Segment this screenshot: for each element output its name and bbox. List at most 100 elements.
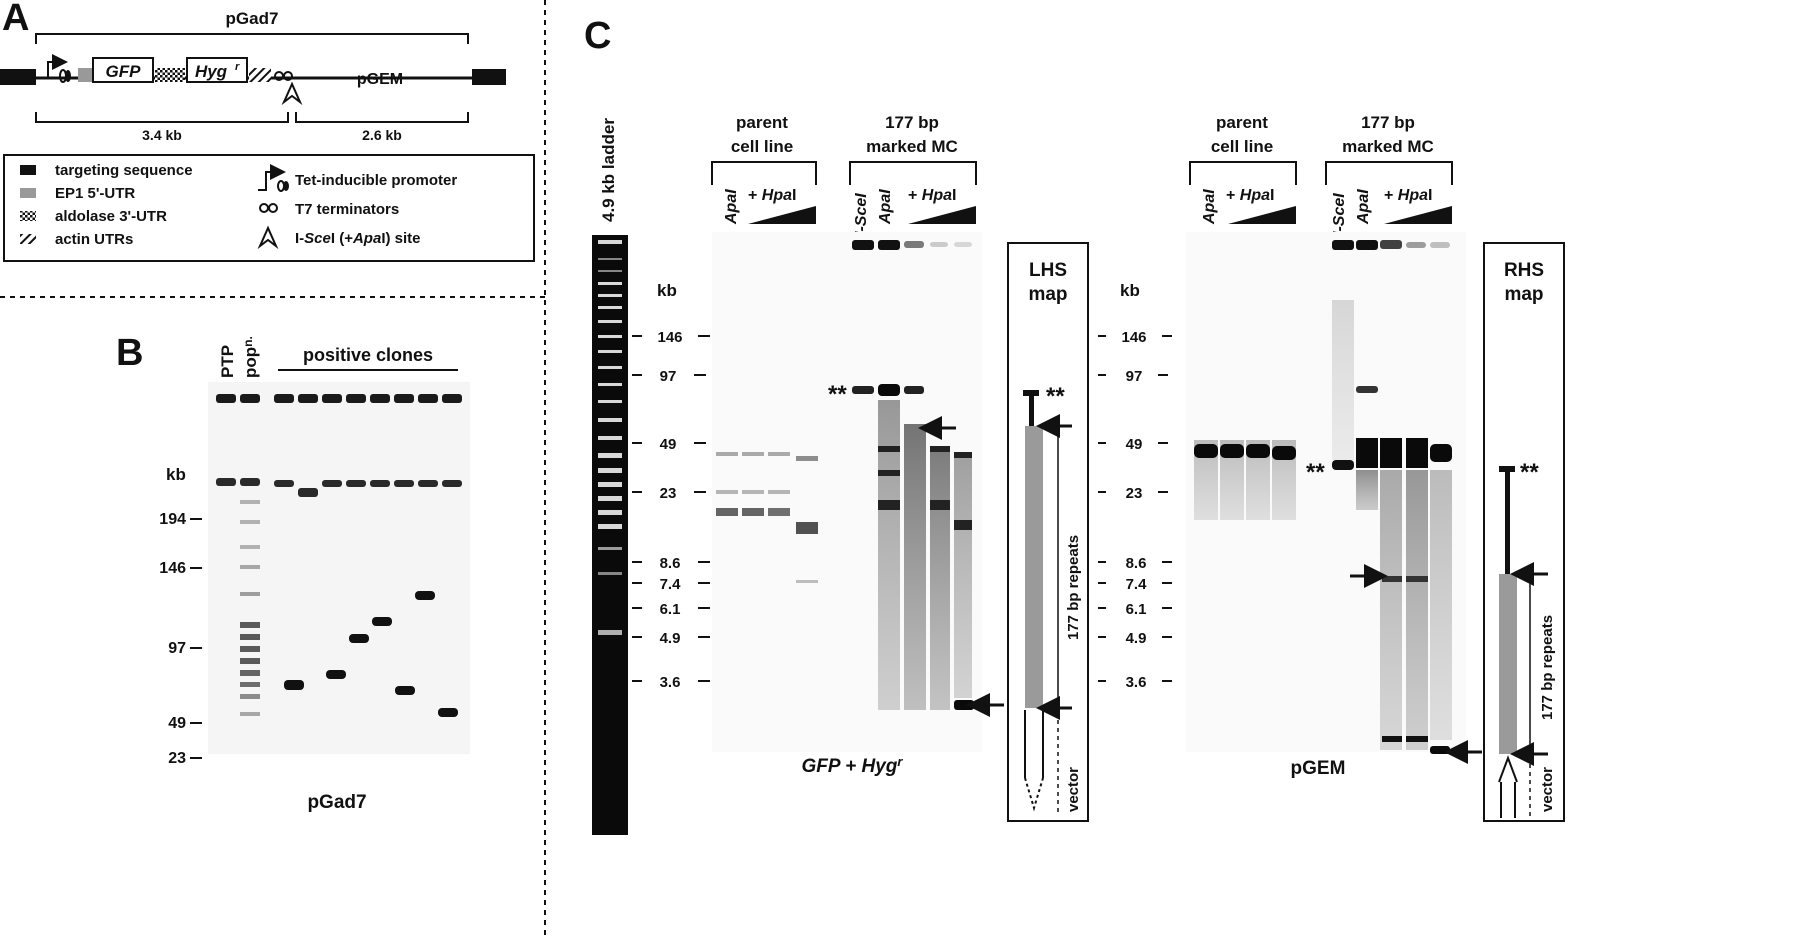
gfp-label: GFP	[106, 62, 142, 81]
lhs-map-title-1: LHS	[1029, 260, 1067, 281]
band	[442, 394, 462, 403]
right-gel-caption: pGEM	[1291, 758, 1346, 779]
lane-ptp-label: PTP	[218, 345, 237, 378]
legend-aldolase-text: aldolase 3'-UTR	[55, 208, 167, 225]
legend-actin-swatch	[20, 234, 36, 244]
right-parent-line1: parent	[1216, 113, 1268, 132]
right-isce-lane: I-SceI	[1331, 193, 1348, 236]
right-size-bracket	[295, 112, 469, 123]
band	[1406, 242, 1426, 248]
band	[930, 500, 950, 510]
band	[298, 488, 318, 497]
hyg-box	[186, 57, 248, 83]
band	[240, 670, 260, 676]
legend-ep1-text: EP1 5'-UTR	[55, 185, 135, 202]
panel-b-letter: B	[116, 332, 143, 374]
band	[1220, 444, 1244, 458]
rhs-vector-tail	[1498, 755, 1518, 818]
left-marked-hpa-lane: + HpaI	[908, 187, 956, 204]
band	[240, 520, 260, 524]
lhs-vector-tail	[1024, 710, 1044, 778]
marker-4-9: 4.9	[1126, 630, 1147, 647]
panel-a: A pGad7 GFP Hyg r pGEM 3.4 kb 2.6 kb tar…	[0, 0, 535, 262]
band	[1406, 576, 1428, 582]
band	[598, 547, 622, 550]
rhs-map: RHS map ** 177 bp repeats vector	[1483, 242, 1565, 822]
band	[598, 496, 622, 501]
left-marked-bracket	[849, 161, 977, 185]
band	[395, 686, 415, 695]
band	[1380, 240, 1402, 249]
gel-c-left-image: **	[712, 232, 1004, 752]
panel-b: B PTP popn. positive clones kb 194 146 9…	[116, 332, 470, 813]
band	[598, 306, 622, 309]
ladder-gel-background	[592, 235, 628, 835]
band	[418, 480, 438, 487]
marker-7-4: 7.4	[1126, 576, 1148, 593]
legend-ep1-swatch	[20, 188, 36, 198]
smear	[1380, 470, 1402, 750]
right-marked-gradient-wedge	[1384, 206, 1452, 224]
left-marked-line2: marked MC	[866, 137, 958, 156]
left-marked-apa-lane: ApaI	[877, 189, 894, 225]
band	[768, 452, 790, 456]
band	[346, 480, 366, 487]
band	[346, 394, 366, 403]
gel-c-right-well-bands	[1332, 240, 1450, 250]
band	[1430, 746, 1450, 754]
band	[418, 394, 438, 403]
band	[1332, 460, 1354, 470]
band	[598, 258, 622, 260]
marker-6-1: 6.1	[660, 601, 681, 618]
marker-49: 49	[1126, 436, 1143, 453]
band	[1430, 242, 1450, 248]
marker-97: 97	[168, 640, 186, 657]
gel-b-well-bands	[216, 394, 462, 403]
right-marked-line2: marked MC	[1342, 137, 1434, 156]
marker-3-6: 3.6	[660, 674, 681, 691]
left-gel-caption: GFP + Hygr	[802, 754, 904, 777]
band	[742, 452, 764, 456]
band	[598, 572, 622, 575]
smear	[1406, 470, 1428, 750]
gel-b-clone-bands	[284, 591, 458, 717]
band	[240, 694, 260, 699]
band	[322, 480, 342, 487]
band	[1406, 736, 1428, 742]
band	[240, 565, 260, 569]
band	[370, 480, 390, 487]
gel-b-population-lane	[240, 500, 260, 716]
band	[954, 520, 972, 530]
band	[716, 508, 738, 516]
rhs-repeats-label: 177 bp repeats	[1539, 615, 1556, 720]
band	[954, 700, 974, 710]
smear	[904, 424, 926, 710]
lhs-repeats-label: 177 bp repeats	[1065, 535, 1082, 640]
legend-isce-icon	[257, 225, 279, 250]
legend-aldolase-swatch	[20, 211, 36, 221]
band	[852, 240, 874, 250]
targeting-block-left	[0, 69, 36, 85]
band	[274, 394, 294, 403]
promoter-arrow	[47, 54, 68, 78]
band	[240, 500, 260, 504]
lhs-vector-label: vector	[1065, 767, 1082, 812]
band	[954, 452, 972, 458]
lhs-top-stem	[1029, 390, 1034, 426]
rhs-double-star: **	[1520, 459, 1539, 486]
promoter-operator-icon-2	[65, 70, 71, 82]
band	[442, 480, 462, 487]
left-parent-hpa-lane: + HpaI	[748, 187, 796, 204]
band	[240, 478, 260, 486]
rhs-repeat-block	[1499, 574, 1517, 754]
band	[1382, 576, 1402, 582]
right-parent-hpa-lane: + HpaI	[1226, 187, 1274, 204]
band	[598, 282, 622, 285]
gel-c-right-image: **	[1186, 232, 1482, 764]
left-isce-lane: I-SceI	[853, 193, 870, 236]
lane-pop-label: popn.	[241, 336, 260, 378]
band	[216, 478, 236, 486]
marker-6-1: 6.1	[1126, 601, 1147, 618]
marker-7-4: 7.4	[660, 576, 682, 593]
band	[394, 394, 414, 403]
